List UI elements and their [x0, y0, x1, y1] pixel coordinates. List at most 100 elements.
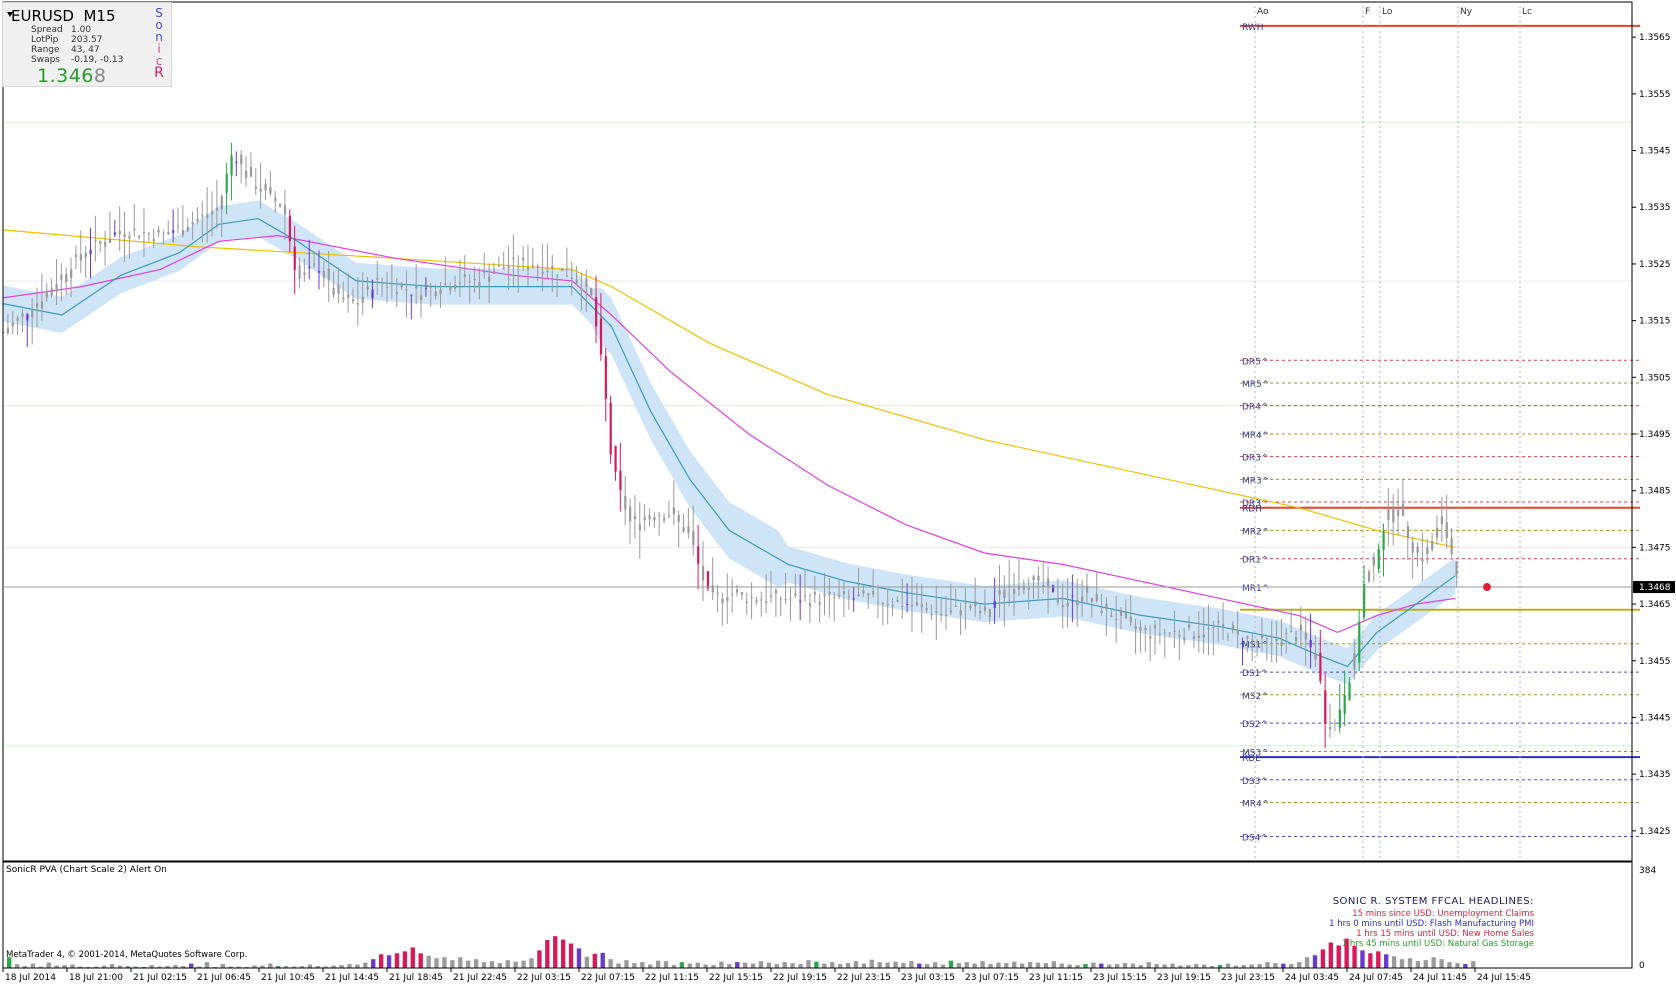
volume-bar	[181, 966, 186, 968]
candle	[1275, 639, 1278, 641]
candle	[711, 585, 714, 593]
pivot-level-label: RDH	[1242, 505, 1262, 515]
candle	[629, 506, 632, 522]
candle	[838, 594, 841, 597]
volume-bar	[1114, 964, 1120, 968]
volume-bar	[1471, 961, 1476, 968]
candle	[1124, 612, 1128, 619]
volume-bar	[481, 962, 487, 968]
candle	[1358, 621, 1361, 663]
candle	[162, 232, 165, 234]
volume-bar	[1225, 963, 1231, 968]
candle	[123, 234, 126, 237]
candle	[794, 593, 797, 596]
candle	[420, 295, 423, 301]
volume-bar	[418, 953, 423, 968]
candle	[910, 604, 914, 607]
candle	[79, 254, 82, 261]
candle	[395, 292, 398, 295]
volume-bar	[798, 964, 803, 968]
candle	[857, 594, 860, 597]
candle	[1324, 690, 1327, 724]
pivot-level-label: DR3^	[1242, 454, 1268, 464]
volume-bar	[236, 966, 241, 968]
candle	[454, 284, 457, 289]
candle	[104, 241, 107, 247]
volume-bar	[782, 962, 787, 968]
volume-bar	[972, 963, 977, 968]
candle	[901, 605, 904, 607]
volume-bar	[1431, 957, 1436, 968]
headline-line: 1 hrs 0 mins until USD: Flash Manufactur…	[1329, 919, 1534, 929]
candle	[667, 515, 671, 517]
y-tick-label: 1.3515	[1639, 317, 1671, 327]
candle	[327, 268, 330, 280]
sonic-letter: R	[154, 65, 164, 81]
candle	[1246, 636, 1249, 639]
candle	[463, 274, 466, 277]
volume-bar	[608, 959, 613, 968]
candle	[915, 602, 919, 606]
volume-bar	[1170, 963, 1175, 968]
candle	[580, 288, 583, 291]
candle	[1401, 503, 1405, 516]
candle	[415, 285, 418, 289]
volume-bar	[291, 966, 297, 968]
volume-bar	[663, 961, 669, 968]
pivot-level-label: MR5^	[1242, 380, 1269, 390]
candle	[225, 173, 228, 193]
volume-bar	[822, 963, 827, 968]
volume-bar	[442, 957, 447, 968]
candle	[133, 228, 136, 231]
y-tick-label: 1.3535	[1639, 203, 1671, 213]
candle	[191, 222, 194, 225]
volume-bar	[252, 965, 257, 968]
candle	[303, 272, 306, 276]
candle	[522, 257, 525, 261]
volume-bar	[1296, 962, 1302, 968]
volume-bar	[584, 956, 590, 968]
info-row-spread: Spread 1.00	[31, 25, 92, 35]
candle	[342, 297, 345, 300]
candle	[1231, 624, 1235, 631]
candle	[1260, 635, 1264, 639]
volume-bar	[956, 963, 962, 968]
candle	[65, 274, 68, 283]
volume-bar	[450, 960, 455, 968]
candle	[60, 274, 63, 280]
volume-bar	[703, 964, 708, 968]
volume-bar	[925, 964, 930, 968]
collapse-triangle-icon[interactable]	[7, 12, 13, 17]
candle	[1309, 639, 1312, 648]
volume-bar	[371, 959, 376, 968]
candle	[1241, 642, 1244, 644]
candle	[70, 269, 73, 278]
candle	[264, 183, 267, 191]
x-tick-label: 23 Jul 07:15	[965, 973, 1019, 983]
x-tick-label: 24 Jul 11:45	[1413, 973, 1467, 983]
candle	[896, 600, 899, 602]
candle	[201, 215, 204, 217]
candle	[726, 597, 729, 602]
candle	[308, 266, 311, 269]
candle	[1066, 602, 1069, 607]
candle	[424, 287, 428, 289]
volume-bar	[592, 953, 597, 968]
candle	[1144, 627, 1147, 631]
volume-bar	[743, 962, 748, 968]
candle	[1212, 627, 1215, 629]
candle	[211, 211, 214, 215]
candle	[283, 205, 287, 215]
candle	[1056, 599, 1060, 603]
candle	[1338, 709, 1341, 728]
candle	[687, 526, 690, 533]
candle	[1061, 605, 1064, 608]
candle	[1042, 585, 1045, 587]
x-tick-label: 22 Jul 11:15	[645, 973, 699, 983]
candle	[614, 445, 617, 472]
candle	[444, 283, 447, 285]
candle	[891, 604, 894, 606]
volume-bar	[1447, 962, 1452, 968]
